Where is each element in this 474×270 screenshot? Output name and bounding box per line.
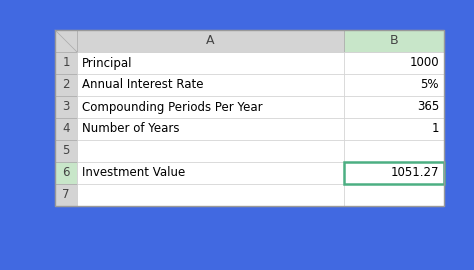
Bar bbox=[344, 52, 444, 74]
Bar bbox=[55, 184, 77, 206]
Text: Principal: Principal bbox=[82, 56, 133, 69]
Bar bbox=[55, 30, 77, 52]
Bar bbox=[77, 184, 344, 206]
Bar bbox=[55, 162, 77, 184]
Text: 1: 1 bbox=[431, 123, 439, 136]
Bar bbox=[55, 74, 77, 96]
Text: Number of Years: Number of Years bbox=[82, 123, 180, 136]
Text: Investment Value: Investment Value bbox=[82, 167, 185, 180]
Text: 1051.27: 1051.27 bbox=[391, 167, 439, 180]
Bar bbox=[55, 30, 444, 206]
Text: 5: 5 bbox=[62, 144, 70, 157]
Text: B: B bbox=[390, 35, 398, 48]
Bar bbox=[55, 140, 77, 162]
Text: 2: 2 bbox=[62, 79, 70, 92]
Bar bbox=[344, 184, 444, 206]
Bar bbox=[55, 118, 77, 140]
Text: 365: 365 bbox=[417, 100, 439, 113]
Bar bbox=[344, 74, 444, 96]
Bar bbox=[344, 140, 444, 162]
Bar bbox=[77, 96, 344, 118]
Bar bbox=[344, 118, 444, 140]
Text: 4: 4 bbox=[62, 123, 70, 136]
Bar bbox=[344, 96, 444, 118]
Bar bbox=[77, 118, 344, 140]
Bar bbox=[55, 96, 77, 118]
Text: 5%: 5% bbox=[420, 79, 439, 92]
Text: A: A bbox=[206, 35, 215, 48]
Bar bbox=[55, 52, 77, 74]
Text: 3: 3 bbox=[62, 100, 70, 113]
Text: 1000: 1000 bbox=[410, 56, 439, 69]
Text: 1: 1 bbox=[62, 56, 70, 69]
Bar bbox=[77, 30, 344, 52]
Bar bbox=[344, 30, 444, 52]
Bar bbox=[55, 30, 444, 206]
Text: Annual Interest Rate: Annual Interest Rate bbox=[82, 79, 203, 92]
Bar bbox=[77, 162, 344, 184]
Text: Compounding Periods Per Year: Compounding Periods Per Year bbox=[82, 100, 263, 113]
Text: 6: 6 bbox=[62, 167, 70, 180]
Bar bbox=[77, 74, 344, 96]
Bar bbox=[77, 140, 344, 162]
Bar bbox=[77, 52, 344, 74]
Text: 7: 7 bbox=[62, 188, 70, 201]
Bar bbox=[344, 162, 444, 184]
